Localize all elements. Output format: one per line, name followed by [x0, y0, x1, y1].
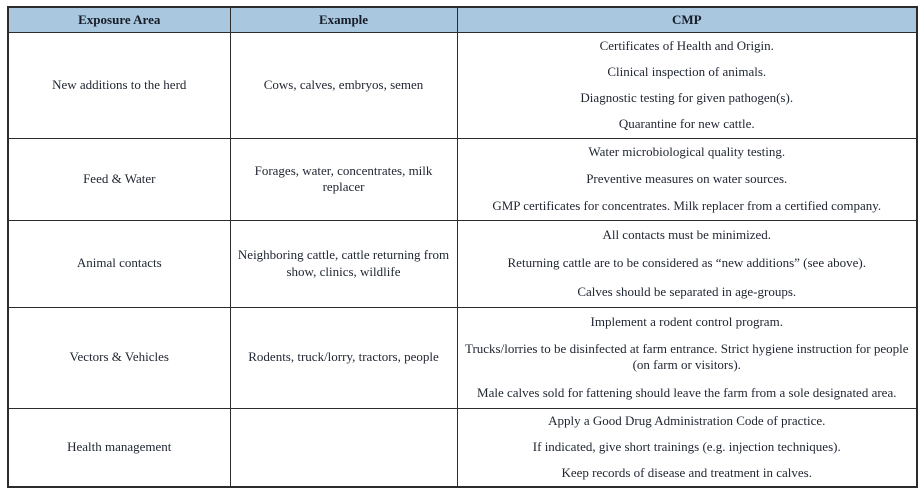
- cmp-cell: Water microbiological quality testing. P…: [456, 137, 918, 221]
- table-row: Animal contacts Neighboring cattle, catt…: [7, 219, 918, 308]
- cmp-list: Apply a Good Drug Administration Code of…: [464, 409, 911, 486]
- cmp-item: Water microbiological quality testing.: [588, 144, 786, 160]
- cmp-item: Preventive measures on water sources.: [586, 170, 788, 186]
- cmp-cell: Certificates of Health and Origin. Clini…: [456, 31, 918, 139]
- cmp-item: If indicated, give short trainings (e.g.…: [532, 439, 841, 455]
- cmp-list: Implement a rodent control program. Truc…: [464, 308, 911, 407]
- example-cell: Rodents, truck/lorry, tractors, people: [229, 306, 458, 409]
- cmp-list: All contacts must be minimized. Returnin…: [464, 221, 911, 306]
- col-header-example: Example: [229, 6, 458, 33]
- example-cell: Forages, water, concentrates, milk repla…: [229, 137, 458, 221]
- example-cell: Cows, calves, embryos, semen: [229, 31, 458, 139]
- cmp-item: Diagnostic testing for given pathogen(s)…: [580, 89, 794, 105]
- table-row: New additions to the herd Cows, calves, …: [7, 31, 918, 139]
- cmp-item: GMP certificates for concentrates. Milk …: [492, 197, 882, 213]
- exposure-area-cell: Feed & Water: [7, 137, 231, 221]
- table-row: Feed & Water Forages, water, concentrate…: [7, 137, 918, 221]
- cmp-cell: Apply a Good Drug Administration Code of…: [456, 407, 918, 488]
- header-row: Exposure Area Example CMP: [7, 6, 918, 33]
- table-row: Health management Apply a Good Drug Admi…: [7, 407, 918, 488]
- exposure-area-cell: New additions to the herd: [7, 31, 231, 139]
- cmp-cell: All contacts must be minimized. Returnin…: [456, 219, 918, 308]
- cmp-item: All contacts must be minimized.: [602, 227, 772, 243]
- col-header-cmp: CMP: [456, 6, 918, 33]
- cmp-item: Keep records of disease and treatment in…: [561, 464, 812, 480]
- cmp-item: Implement a rodent control program.: [590, 313, 783, 329]
- exposure-area-cell: Animal contacts: [7, 219, 231, 308]
- biosecurity-cmp-table: Exposure Area Example CMP New additions …: [7, 6, 918, 488]
- cmp-item: Clinical inspection of animals.: [607, 63, 767, 79]
- cmp-item: Calves should be separated in age-groups…: [577, 283, 797, 299]
- cmp-list: Water microbiological quality testing. P…: [464, 139, 911, 219]
- cmp-item: Trucks/lorries to be disinfected at farm…: [464, 341, 909, 373]
- exposure-area-cell: Health management: [7, 407, 231, 488]
- col-header-exposure-area: Exposure Area: [7, 6, 231, 33]
- cmp-item: Apply a Good Drug Administration Code of…: [548, 413, 826, 429]
- table-row: Vectors & Vehicles Rodents, truck/lorry,…: [7, 306, 918, 409]
- cmp-list: Certificates of Health and Origin. Clini…: [464, 33, 911, 137]
- exposure-area-cell: Vectors & Vehicles: [7, 306, 231, 409]
- cmp-item: Male calves sold for fattening should le…: [477, 385, 897, 401]
- cmp-cell: Implement a rodent control program. Truc…: [456, 306, 918, 409]
- cmp-item: Certificates of Health and Origin.: [599, 37, 774, 53]
- cmp-item: Quarantine for new cattle.: [618, 115, 755, 131]
- cmp-item: Returning cattle are to be considered as…: [507, 255, 866, 271]
- example-cell: Neighboring cattle, cattle returning fro…: [229, 219, 458, 308]
- example-cell: [229, 407, 458, 488]
